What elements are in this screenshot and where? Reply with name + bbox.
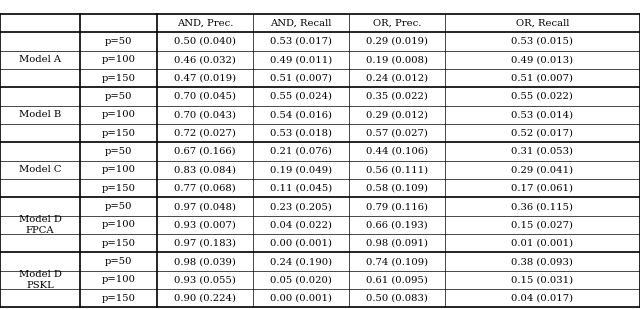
Text: AND, Recall: AND, Recall (270, 19, 332, 28)
Text: p=50: p=50 (105, 92, 132, 101)
Text: 0.97 (0.183): 0.97 (0.183) (174, 239, 236, 248)
Text: 0.11 (0.045): 0.11 (0.045) (269, 184, 332, 193)
Text: 0.52 (0.017): 0.52 (0.017) (511, 129, 573, 138)
Text: 0.97 (0.048): 0.97 (0.048) (174, 202, 236, 211)
Text: 0.04 (0.022): 0.04 (0.022) (270, 220, 332, 229)
Text: 0.66 (0.193): 0.66 (0.193) (366, 220, 428, 229)
Text: 0.17 (0.061): 0.17 (0.061) (511, 184, 573, 193)
Text: 0.55 (0.022): 0.55 (0.022) (511, 92, 573, 101)
Text: 0.31 (0.053): 0.31 (0.053) (511, 147, 573, 156)
Text: 0.77 (0.068): 0.77 (0.068) (174, 184, 236, 193)
Text: 0.44 (0.106): 0.44 (0.106) (365, 147, 428, 156)
Text: 0.57 (0.027): 0.57 (0.027) (366, 129, 428, 138)
Text: p=150: p=150 (101, 184, 136, 193)
Text: 0.93 (0.055): 0.93 (0.055) (174, 275, 236, 285)
Text: p=50: p=50 (105, 257, 132, 266)
Text: p=150: p=150 (101, 74, 136, 83)
Text: p=150: p=150 (101, 239, 136, 248)
Text: OR, Prec.: OR, Prec. (372, 19, 421, 28)
Text: 0.98 (0.039): 0.98 (0.039) (174, 257, 236, 266)
Text: Model B: Model B (19, 110, 61, 119)
Text: 0.29 (0.041): 0.29 (0.041) (511, 165, 573, 174)
Text: AND, Prec.: AND, Prec. (177, 19, 233, 28)
Text: p=100: p=100 (101, 165, 136, 174)
Text: 0.70 (0.043): 0.70 (0.043) (174, 110, 236, 119)
Text: 0.54 (0.016): 0.54 (0.016) (270, 110, 332, 119)
Text: p=50: p=50 (105, 37, 132, 46)
Text: 0.15 (0.027): 0.15 (0.027) (511, 220, 573, 229)
Text: p=100: p=100 (101, 275, 136, 285)
Text: 0.47 (0.019): 0.47 (0.019) (173, 74, 236, 83)
Text: 0.00 (0.001): 0.00 (0.001) (270, 239, 332, 248)
Text: p=100: p=100 (101, 55, 136, 64)
Text: 0.23 (0.205): 0.23 (0.205) (270, 202, 332, 211)
Text: 0.19 (0.049): 0.19 (0.049) (269, 165, 332, 174)
Text: p=150: p=150 (101, 129, 136, 138)
Text: 0.53 (0.018): 0.53 (0.018) (270, 129, 332, 138)
Text: p=50: p=50 (105, 202, 132, 211)
Text: p=100: p=100 (101, 220, 136, 229)
Text: 0.21 (0.076): 0.21 (0.076) (270, 147, 332, 156)
Text: 0.36 (0.115): 0.36 (0.115) (511, 202, 573, 211)
Text: 0.01 (0.001): 0.01 (0.001) (511, 239, 573, 248)
Text: 0.24 (0.012): 0.24 (0.012) (365, 74, 428, 83)
Text: 0.29 (0.012): 0.29 (0.012) (366, 110, 428, 119)
Text: 0.90 (0.224): 0.90 (0.224) (174, 294, 236, 303)
Text: 0.15 (0.031): 0.15 (0.031) (511, 275, 573, 285)
Text: 0.53 (0.014): 0.53 (0.014) (511, 110, 573, 119)
Text: 0.67 (0.166): 0.67 (0.166) (174, 147, 236, 156)
Text: 0.00 (0.001): 0.00 (0.001) (270, 294, 332, 303)
Text: 0.56 (0.111): 0.56 (0.111) (365, 165, 428, 174)
Text: 0.70 (0.045): 0.70 (0.045) (174, 92, 236, 101)
Text: 0.61 (0.095): 0.61 (0.095) (366, 275, 428, 285)
Text: 0.24 (0.190): 0.24 (0.190) (269, 257, 332, 266)
Text: 0.50 (0.083): 0.50 (0.083) (366, 294, 428, 303)
Text: 0.83 (0.084): 0.83 (0.084) (174, 165, 236, 174)
Text: p=100: p=100 (101, 110, 136, 119)
Text: p=150: p=150 (101, 294, 136, 303)
Text: 0.29 (0.019): 0.29 (0.019) (366, 37, 428, 46)
Text: 0.04 (0.017): 0.04 (0.017) (511, 294, 573, 303)
Text: 0.58 (0.109): 0.58 (0.109) (366, 184, 428, 193)
Text: 0.38 (0.093): 0.38 (0.093) (511, 257, 573, 266)
Text: 0.05 (0.020): 0.05 (0.020) (270, 275, 332, 285)
Text: 0.50 (0.040): 0.50 (0.040) (174, 37, 236, 46)
Text: 0.93 (0.007): 0.93 (0.007) (174, 220, 236, 229)
Text: 0.19 (0.008): 0.19 (0.008) (366, 55, 428, 64)
Text: 0.79 (0.116): 0.79 (0.116) (366, 202, 428, 211)
Text: 0.74 (0.109): 0.74 (0.109) (365, 257, 428, 266)
Text: 0.49 (0.013): 0.49 (0.013) (511, 55, 573, 64)
Text: 0.35 (0.022): 0.35 (0.022) (366, 92, 428, 101)
Text: 0.49 (0.011): 0.49 (0.011) (269, 55, 332, 64)
Text: 0.72 (0.027): 0.72 (0.027) (174, 129, 236, 138)
Text: 0.98 (0.091): 0.98 (0.091) (366, 239, 428, 248)
Text: 0.53 (0.015): 0.53 (0.015) (511, 37, 573, 46)
Text: p=50: p=50 (105, 147, 132, 156)
Text: 0.51 (0.007): 0.51 (0.007) (511, 74, 573, 83)
Text: OR, Recall: OR, Recall (516, 19, 569, 28)
Text: Model D
FPCA: Model D FPCA (19, 215, 61, 235)
Text: 0.53 (0.017): 0.53 (0.017) (270, 37, 332, 46)
Text: 0.55 (0.024): 0.55 (0.024) (270, 92, 332, 101)
Text: Model D
PSKL: Model D PSKL (19, 270, 61, 290)
Text: Model A: Model A (19, 55, 61, 64)
Text: Model C: Model C (19, 165, 61, 174)
Text: 0.51 (0.007): 0.51 (0.007) (270, 74, 332, 83)
Text: 0.46 (0.032): 0.46 (0.032) (174, 55, 236, 64)
